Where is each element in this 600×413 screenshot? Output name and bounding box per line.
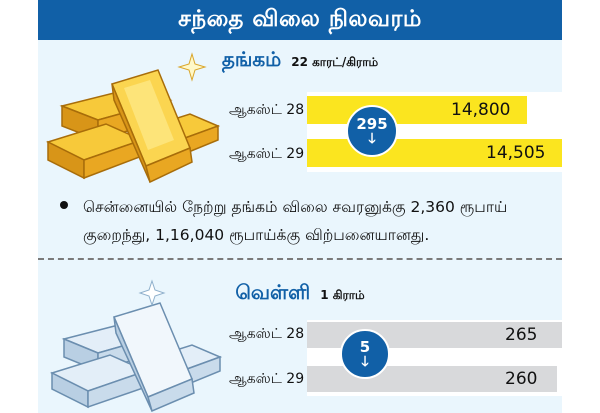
silver-value-2: 260 xyxy=(505,369,538,389)
bullet-icon xyxy=(60,201,68,209)
gold-unit: 22 காரட்/கிராம் xyxy=(291,55,379,69)
silver-drop-badge: 5 🡓 xyxy=(340,329,390,379)
silver-heading: வெள்ளி 1 கிராம் xyxy=(0,280,600,307)
gold-value-2: 14,505 xyxy=(486,143,546,163)
gold-value-1: 14,800 xyxy=(451,100,511,120)
gold-bars-icon xyxy=(45,52,220,184)
silver-title: வெள்ளி xyxy=(235,280,311,304)
silver-date-2: ஆகஸ்ட் 29 xyxy=(229,371,305,387)
down-arrow-icon: 🡓 xyxy=(361,354,369,370)
gold-date-1: ஆகஸ்ட் 28 xyxy=(229,102,305,118)
silver-unit: 1 கிராம் xyxy=(320,288,365,302)
silver-value-1: 265 xyxy=(505,325,538,345)
gold-note: சென்னையில் நேற்று தங்கம் விலை சவரனுக்கு … xyxy=(83,198,508,244)
silver-drop-value: 5 xyxy=(359,338,371,356)
gold-heading: தங்கம் 22 காரட்/கிராம் xyxy=(0,47,600,74)
gold-date-2: ஆகஸ்ட் 29 xyxy=(229,146,305,162)
section-divider xyxy=(38,258,562,260)
gold-title: தங்கம் xyxy=(221,47,282,71)
down-arrow-icon: 🡓 xyxy=(368,131,376,147)
gold-drop-value: 295 xyxy=(356,115,388,133)
gold-drop-badge: 295 🡓 xyxy=(346,105,398,157)
gold-bar-1 xyxy=(307,96,527,124)
silver-date-1: ஆகஸ்ட் 28 xyxy=(229,326,305,342)
silver-bars-icon xyxy=(50,279,222,413)
page-title: சந்தை விலை நிலவரம் xyxy=(38,0,562,40)
